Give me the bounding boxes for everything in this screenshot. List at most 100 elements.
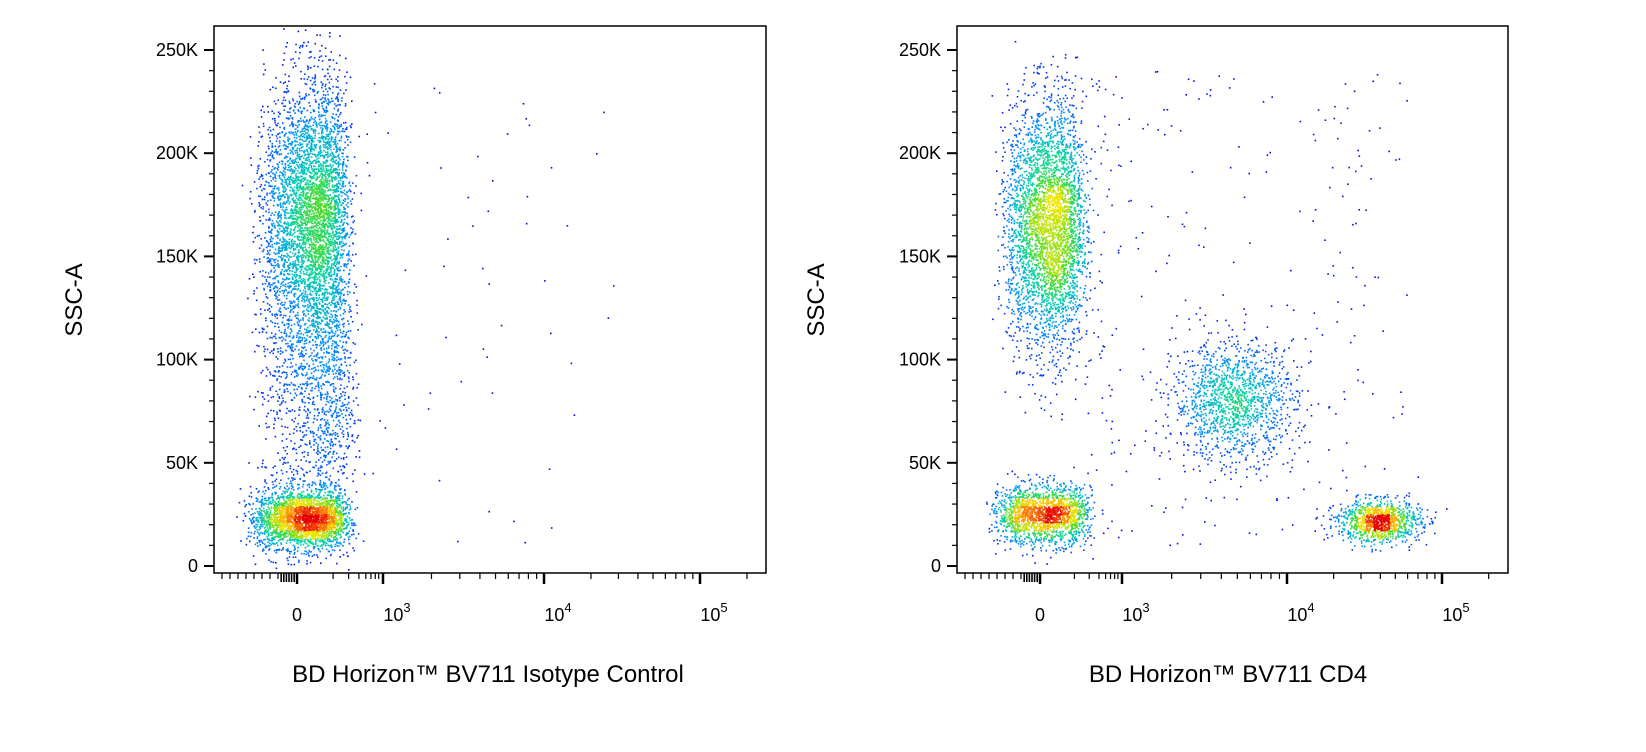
event-dot — [298, 487, 300, 489]
event-dot — [330, 286, 333, 288]
event-dot — [271, 240, 273, 243]
event-dot — [363, 473, 366, 475]
event-dot — [314, 144, 316, 146]
event-dot — [336, 423, 338, 426]
event-dot — [477, 155, 479, 158]
event-dot — [291, 346, 294, 349]
event-dot — [351, 231, 354, 233]
event-dot — [297, 298, 299, 300]
event-dot — [337, 228, 339, 231]
event-dot — [310, 490, 313, 492]
event-dot — [329, 59, 331, 61]
event-dot — [342, 223, 345, 225]
event-dot — [337, 161, 340, 163]
event-dot — [273, 294, 276, 297]
event-dot — [331, 330, 333, 333]
event-dot — [348, 395, 350, 398]
event-dot — [338, 326, 340, 329]
event-dot — [293, 189, 296, 192]
event-dot — [274, 313, 276, 316]
event-dot — [295, 345, 298, 347]
event-dot — [320, 168, 323, 171]
event-dot — [341, 254, 343, 257]
event-dot — [304, 291, 307, 294]
event-dot — [301, 163, 303, 166]
event-dot — [354, 283, 356, 286]
event-dot — [309, 470, 311, 473]
event-dot — [339, 308, 342, 310]
event-dot — [284, 196, 286, 199]
event-dot — [262, 206, 265, 208]
event-dot — [288, 162, 291, 165]
event-dot — [269, 175, 272, 178]
event-dot — [348, 407, 350, 410]
event-dot — [318, 111, 320, 113]
event-dot — [292, 544, 295, 547]
event-dot — [294, 51, 297, 53]
event-dot — [247, 527, 250, 529]
event-dot — [328, 307, 330, 310]
event-dot — [280, 418, 283, 421]
event-dot — [272, 165, 274, 168]
event-dot — [335, 458, 338, 460]
event-dot — [319, 466, 322, 469]
event-dot — [297, 281, 299, 284]
event-dot — [289, 482, 291, 485]
event-dot — [266, 302, 269, 305]
event-dot — [317, 308, 320, 310]
event-dot — [305, 136, 308, 139]
event-dot — [325, 106, 328, 108]
event-dot — [282, 490, 285, 493]
event-dot — [254, 350, 256, 353]
event-dot — [279, 459, 281, 461]
event-dot — [298, 157, 300, 160]
event-dot — [312, 306, 315, 308]
event-dot — [347, 422, 349, 425]
event-dot — [271, 246, 274, 248]
event-dot — [288, 335, 291, 338]
event-dot — [292, 497, 295, 500]
event-dot — [316, 313, 319, 315]
event-dot — [335, 151, 337, 153]
event-dot — [284, 462, 287, 464]
event-dot — [325, 110, 328, 112]
event-dot — [311, 389, 313, 392]
event-dot — [309, 286, 311, 288]
event-dot — [299, 327, 301, 330]
event-dot — [258, 529, 261, 531]
event-dot — [282, 463, 284, 465]
event-dot — [315, 276, 317, 279]
event-dot — [307, 41, 310, 43]
event-dot — [271, 169, 273, 171]
event-dot — [279, 285, 282, 288]
event-dot — [524, 541, 527, 544]
event-dot — [290, 492, 293, 494]
event-dot — [309, 283, 311, 286]
event-dot — [347, 357, 350, 359]
event-dot — [321, 164, 323, 167]
event-dot — [322, 162, 325, 165]
event-dot — [337, 254, 339, 256]
event-dot — [267, 260, 270, 262]
event-dot — [287, 136, 289, 139]
event-dot — [309, 162, 311, 165]
event-dot — [322, 486, 325, 488]
event-dot — [275, 286, 278, 288]
event-dot — [356, 304, 358, 306]
event-dot — [264, 348, 266, 350]
event-dot — [310, 497, 312, 499]
event-dot — [285, 412, 288, 414]
event-dot — [304, 374, 307, 377]
event-dot — [272, 222, 275, 225]
event-dot — [330, 267, 332, 270]
event-dot — [404, 269, 407, 272]
event-dot — [294, 160, 296, 163]
event-dot — [340, 139, 342, 142]
event-dot — [335, 184, 337, 186]
event-dot — [300, 143, 302, 146]
event-dot — [328, 169, 330, 172]
event-dot — [273, 549, 276, 552]
event-dot — [330, 494, 332, 497]
event-dot — [324, 331, 326, 333]
event-dot — [295, 448, 297, 451]
